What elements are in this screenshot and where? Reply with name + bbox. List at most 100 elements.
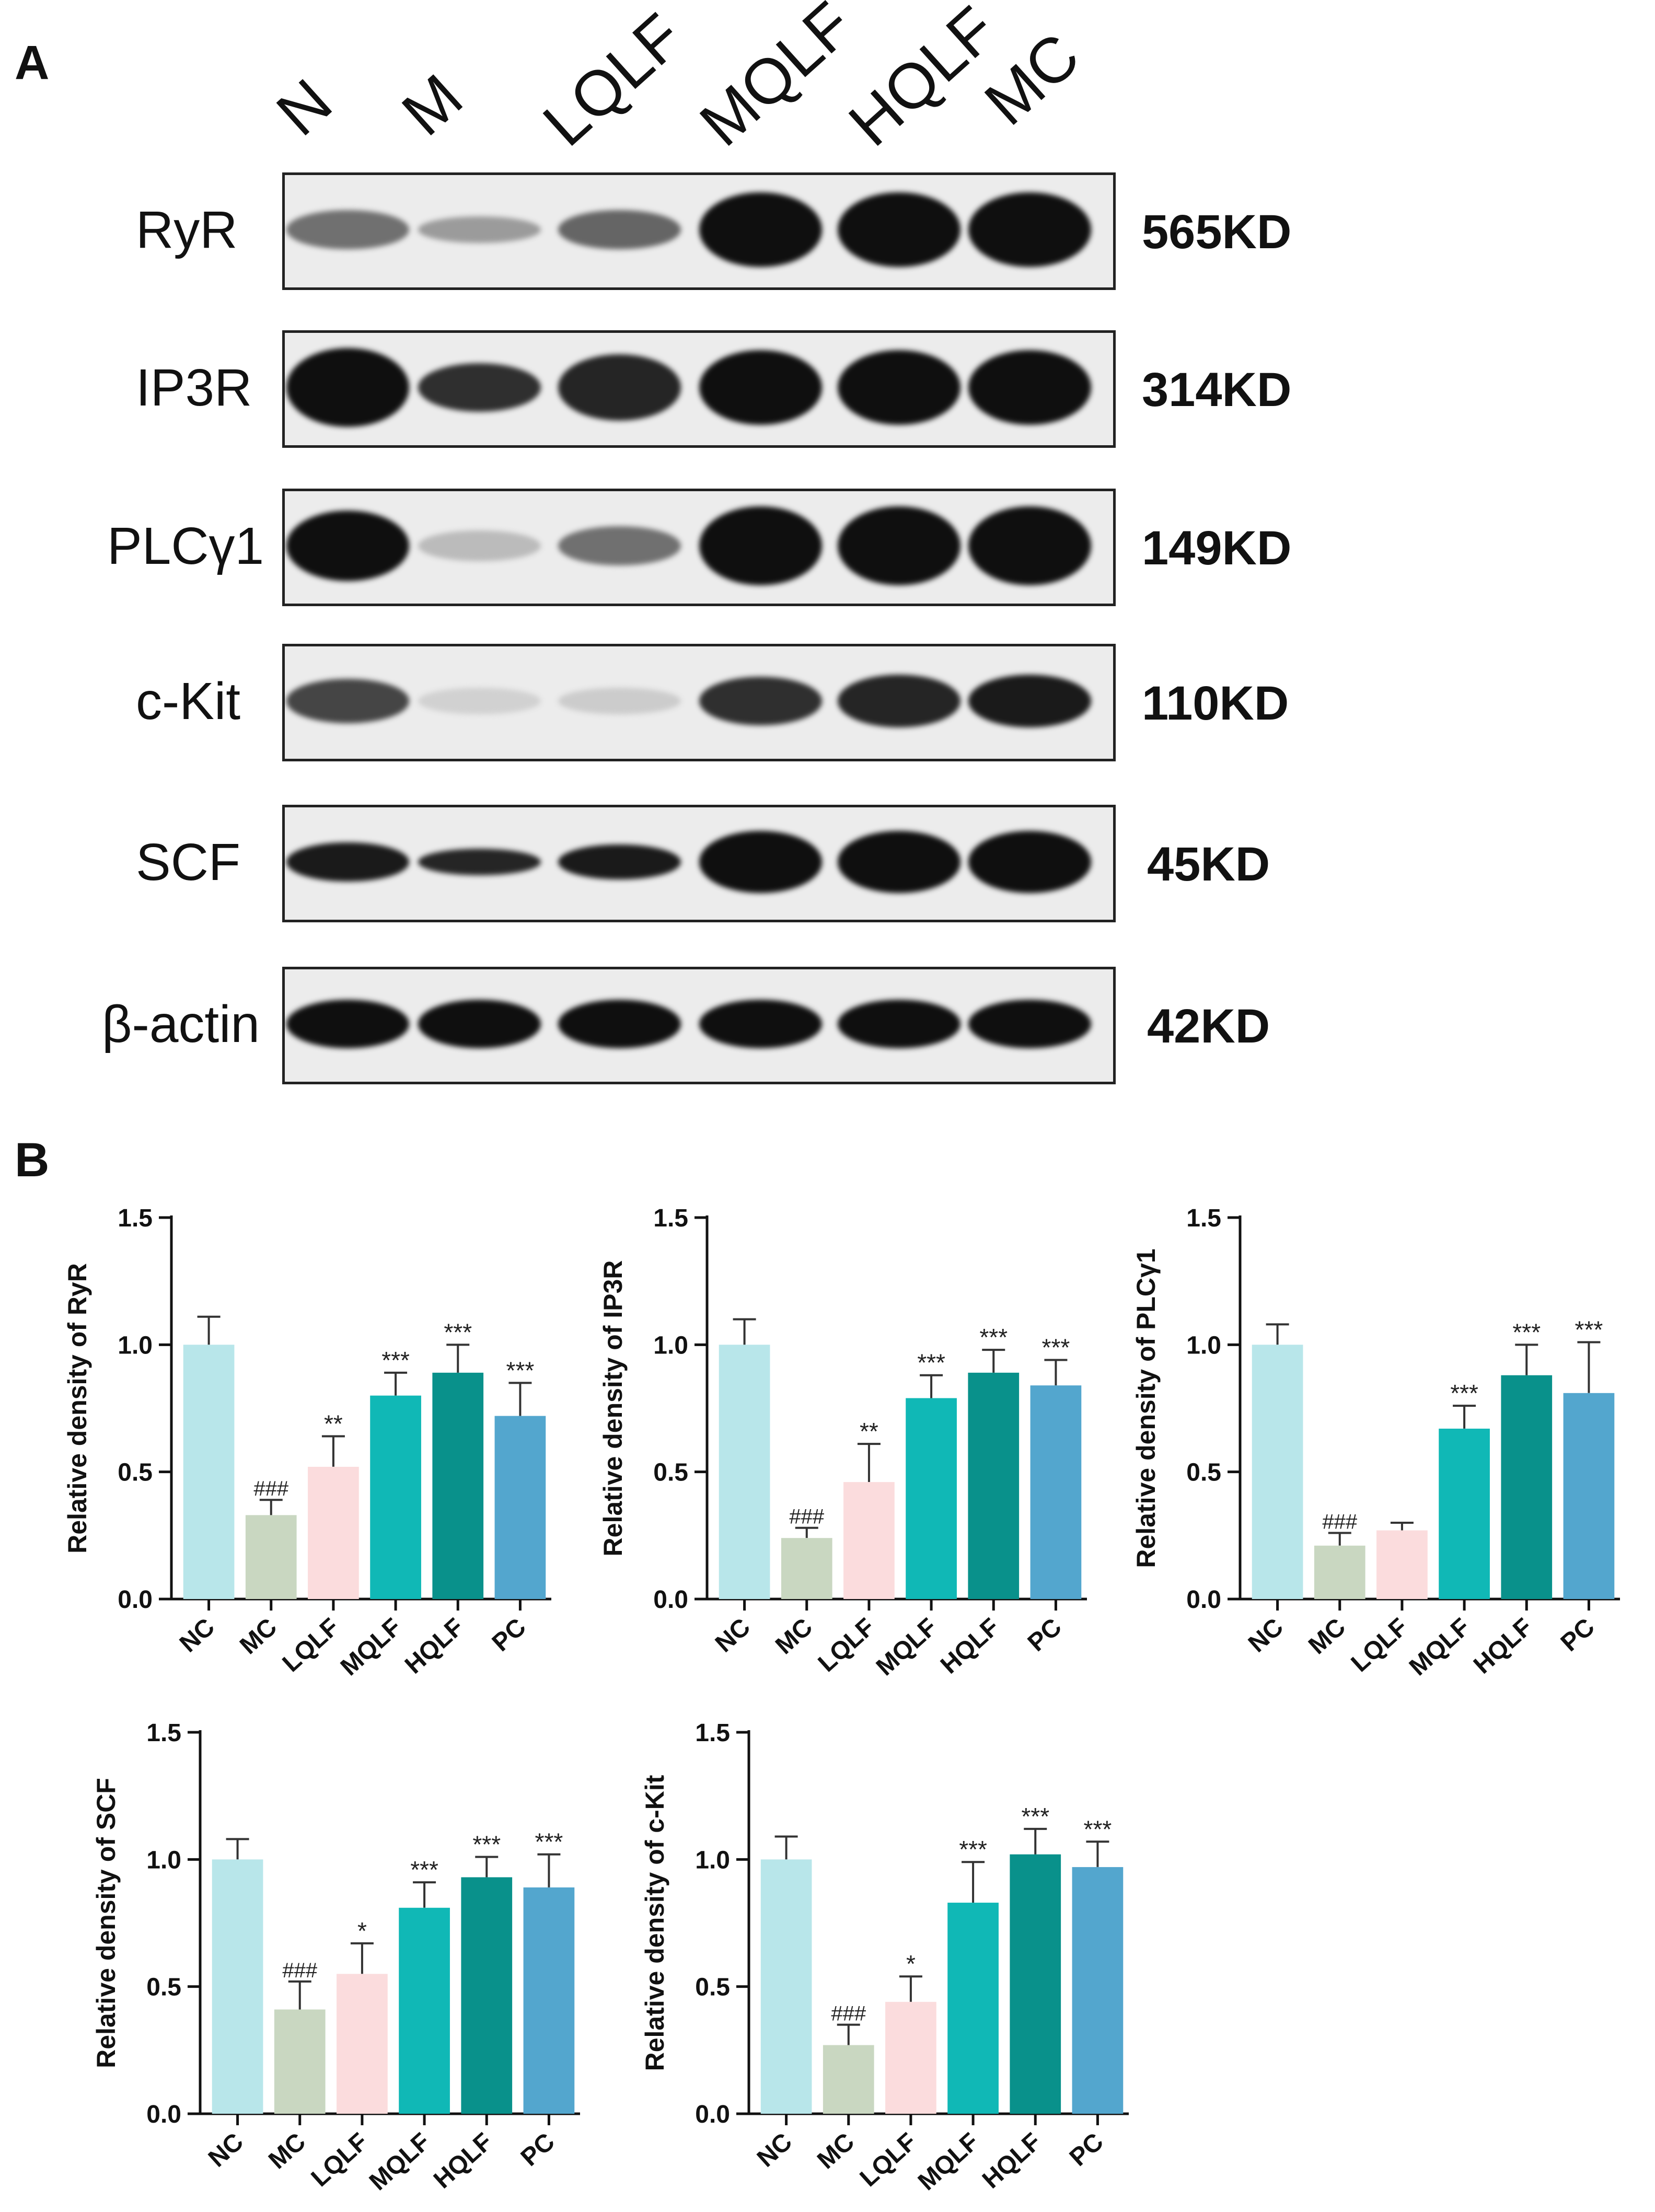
y-tick-label: 0.5: [1186, 1459, 1221, 1487]
blot-band: [558, 354, 681, 421]
y-tick-label: 0.5: [695, 1974, 730, 2001]
blot-protein-label: IP3R: [136, 358, 252, 417]
bar-chart: 0.0 0.5 1.0 1.5 Relative density of PLCγ1 NC #…: [1131, 1205, 1620, 1681]
bar: [494, 1416, 546, 1599]
blot-band: [968, 674, 1091, 728]
category-label: MQLF: [913, 2128, 985, 2196]
blot-band: [968, 831, 1091, 893]
y-tick-label: 1.5: [1186, 1205, 1221, 1232]
significance-label: ***: [444, 1318, 472, 1346]
category-label: NC: [175, 1613, 220, 1658]
blot-band: [699, 831, 822, 893]
blot-size-label: 314KD: [1142, 363, 1292, 416]
bar: [1501, 1375, 1553, 1599]
blot-band: [558, 844, 681, 880]
significance-label: ###: [253, 1477, 288, 1500]
category-label: PC: [1064, 2128, 1109, 2172]
bar: [274, 2009, 326, 2114]
blot-band: [699, 506, 822, 586]
blot-band: [837, 1000, 960, 1048]
category-label: PC: [487, 1613, 531, 1657]
bar: [461, 1877, 513, 2114]
y-tick-label: 1.0: [118, 1331, 153, 1359]
significance-label: ***: [1575, 1316, 1603, 1343]
bar-chart: 0.0 0.5 1.0 1.5 Relative density of IP3R NC ##…: [598, 1205, 1087, 1681]
panel-b-label: B: [15, 1133, 50, 1187]
blot-protein-label: β-actin: [102, 995, 260, 1053]
blot-size-label: 565KD: [1142, 205, 1292, 259]
bar: [523, 1887, 575, 2114]
blot-protein-label: SCF: [136, 833, 240, 891]
blot-band: [968, 192, 1091, 268]
bar: [245, 1515, 297, 1599]
bar: [1376, 1530, 1428, 1599]
significance-label: ***: [506, 1357, 535, 1384]
y-tick-label: 1.5: [653, 1205, 688, 1232]
blot-size-label: 149KD: [1142, 522, 1292, 575]
blot-band: [418, 363, 541, 412]
category-label: LQLF: [277, 1613, 345, 1677]
blot-protein-label: PLCγ1: [107, 517, 264, 575]
significance-label: ***: [1021, 1803, 1049, 1830]
category-label: MQLF: [364, 2128, 436, 2196]
significance-label: ###: [1322, 1510, 1357, 1533]
lane-label: LQLF: [529, 0, 696, 160]
y-axis-label: Relative density of SCF: [91, 1778, 121, 2068]
blot-strip: [282, 967, 1116, 1084]
bar: [337, 1974, 388, 2114]
y-axis-label: Relative density of PLCγ1: [1131, 1248, 1161, 1568]
category-label: LQLF: [1346, 1613, 1414, 1677]
bar: [432, 1372, 484, 1599]
category-label: HQLF: [400, 1613, 469, 1680]
blot-band: [418, 1000, 541, 1048]
blot-band: [699, 192, 822, 268]
bar: [370, 1395, 421, 1599]
y-axis-label: Relative density of c-Kit: [640, 1775, 669, 2071]
blot-band: [286, 842, 409, 882]
bar-chart: 0.0 0.5 1.0 1.5 Relative density of c-Kit NC #…: [640, 1719, 1129, 2196]
bar: [968, 1372, 1020, 1599]
bar: [947, 1903, 999, 2114]
category-label: NC: [752, 2128, 797, 2173]
blot-band: [558, 526, 681, 566]
bar: [308, 1466, 359, 1599]
blot-band: [418, 688, 541, 714]
blot-band: [968, 506, 1091, 586]
y-tick-label: 0.5: [118, 1459, 153, 1487]
lane-label: MQLF: [686, 0, 866, 160]
blot-band: [286, 511, 409, 581]
blot-strip: [282, 489, 1116, 606]
significance-label: ###: [831, 2002, 866, 2025]
category-label: MC: [235, 1613, 282, 1660]
category-label: MQLF: [335, 1613, 407, 1681]
blot-band: [837, 674, 960, 728]
bar: [1010, 1854, 1061, 2114]
significance-label: **: [324, 1410, 343, 1438]
blot-protein-label: c-Kit: [136, 672, 240, 731]
bar: [1252, 1345, 1303, 1599]
bar: [183, 1345, 235, 1599]
significance-label: *: [906, 1950, 916, 1977]
blot-band: [837, 831, 960, 893]
category-label: LQLF: [813, 1613, 881, 1677]
blot-strip: [282, 644, 1116, 761]
category-label: NC: [203, 2128, 249, 2173]
panel-a-label: A: [15, 36, 50, 89]
category-label: HQLF: [977, 2128, 1047, 2194]
y-tick-label: 1.5: [118, 1205, 153, 1232]
blot-band: [286, 348, 409, 427]
category-label: MC: [812, 2128, 860, 2174]
bar: [1030, 1385, 1082, 1599]
y-tick-label: 0.0: [695, 2101, 730, 2128]
blot-band: [558, 1000, 681, 1048]
bar: [1439, 1428, 1490, 1599]
bar: [1072, 1867, 1124, 2114]
category-label: HQLF: [1468, 1613, 1538, 1680]
blot-band: [418, 849, 541, 875]
blot-band: [968, 350, 1091, 425]
bar: [885, 2001, 936, 2114]
y-tick-label: 0.0: [1186, 1586, 1221, 1614]
blot-protein-label: RyR: [136, 201, 238, 259]
blot-band: [968, 1000, 1091, 1048]
blot-band: [418, 530, 541, 562]
